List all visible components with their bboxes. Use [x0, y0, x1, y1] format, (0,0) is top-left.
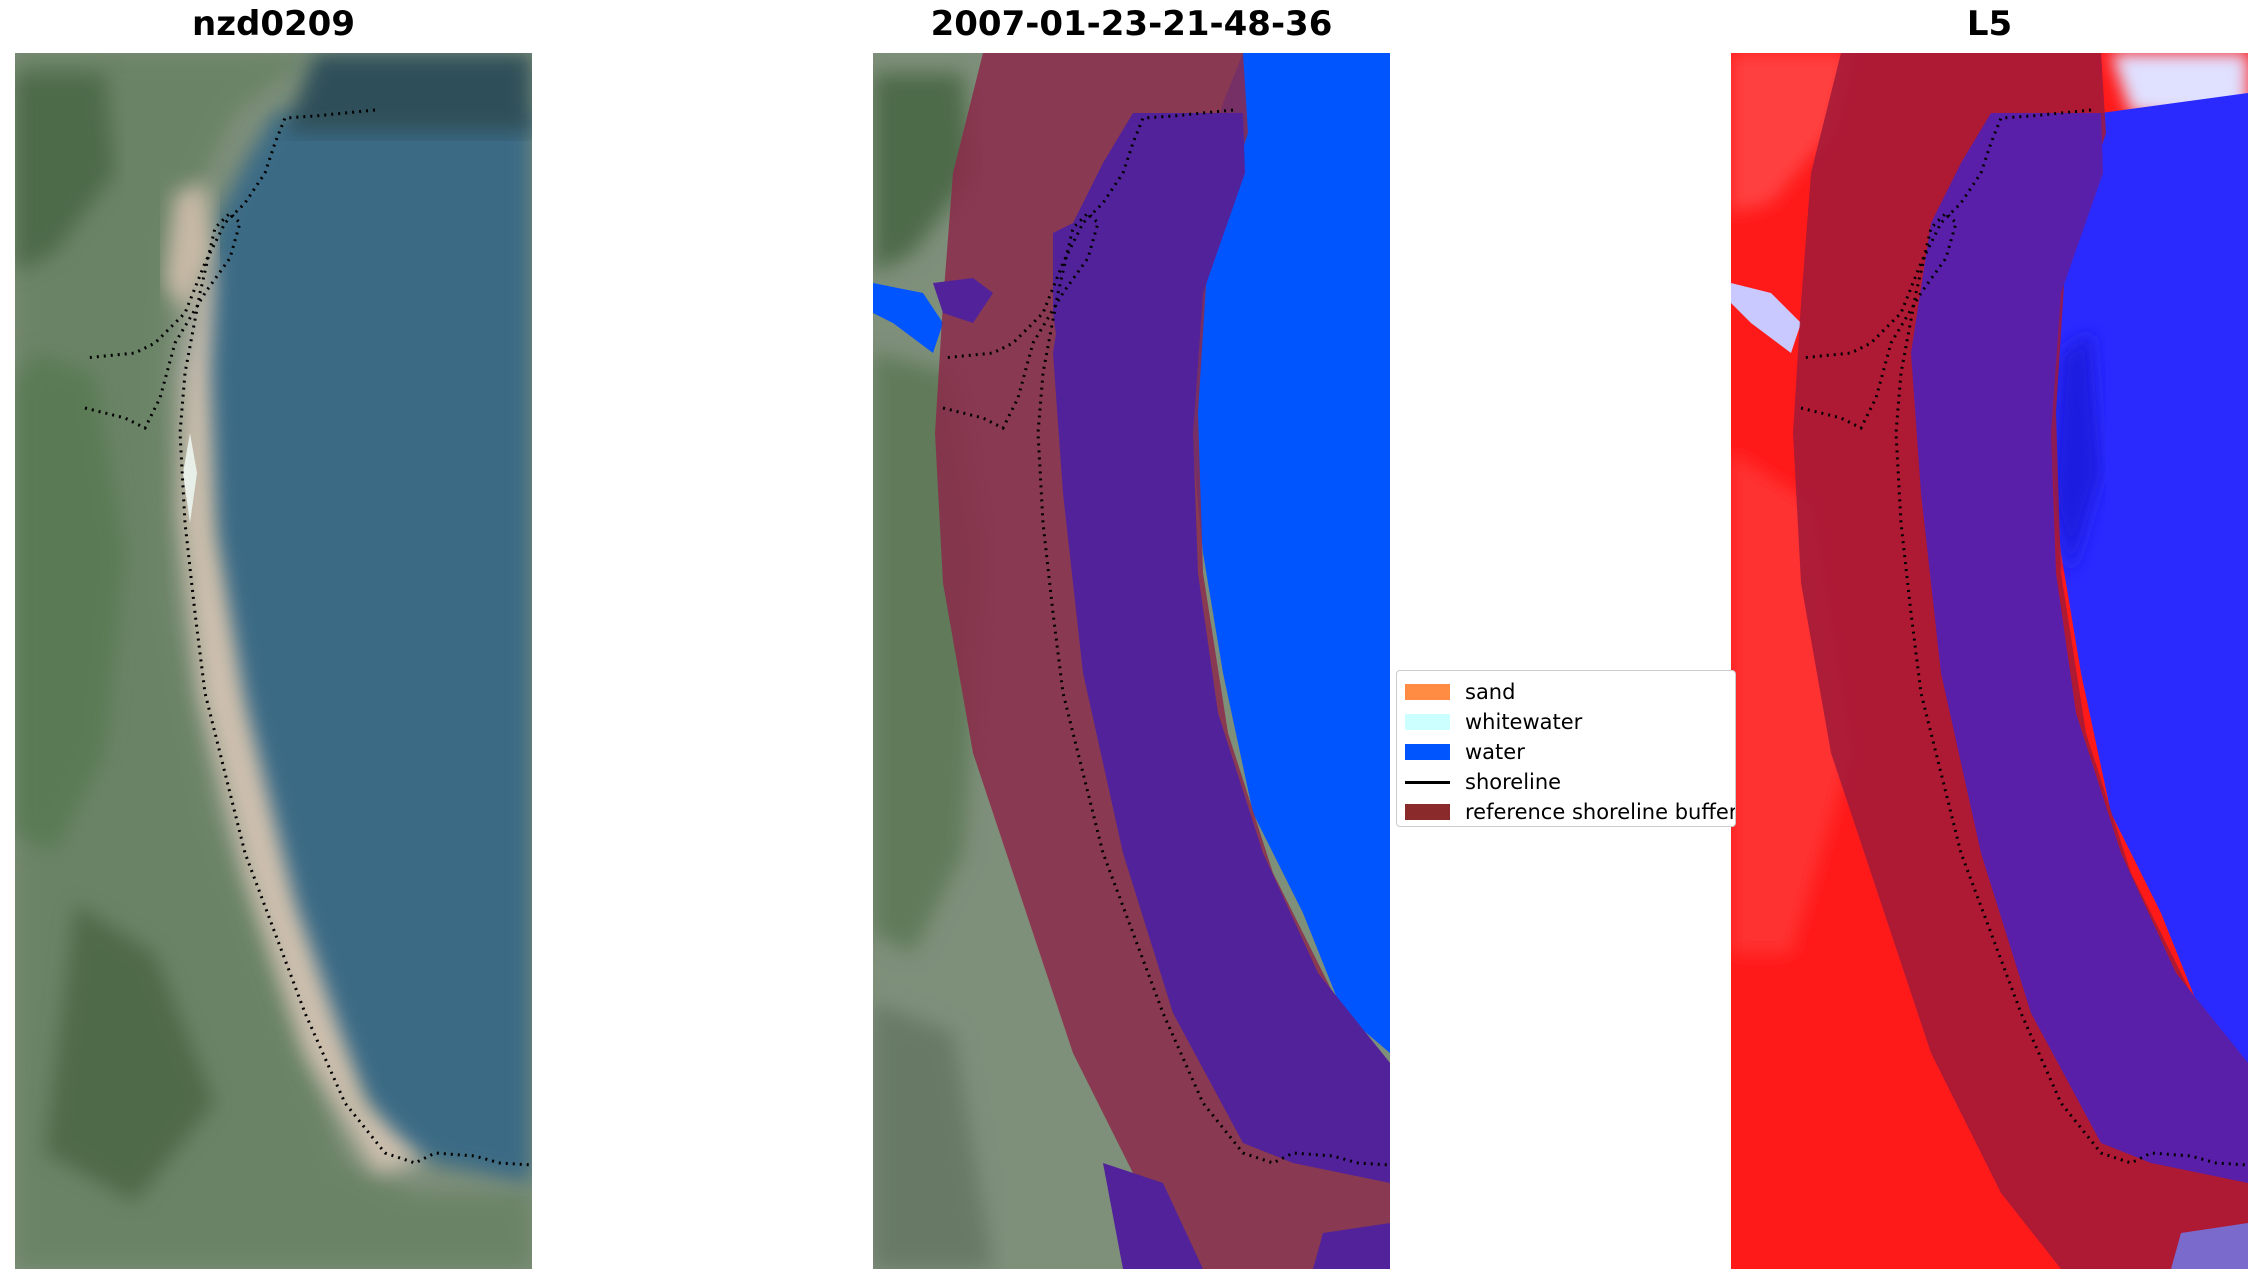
panel-title-rgb: nzd0209 — [192, 4, 355, 44]
legend-label-water: water — [1465, 740, 1525, 764]
water-swatch — [1405, 744, 1450, 760]
buffer-swatch — [1405, 804, 1450, 820]
legend-label-sand: sand — [1465, 680, 1516, 704]
whitewater-swatch — [1405, 714, 1450, 730]
legend-item-shoreline: shoreline — [1405, 768, 1561, 796]
sand-swatch — [1405, 684, 1450, 700]
rgb-image-panel — [15, 53, 532, 1269]
legend-item-water: water — [1405, 738, 1525, 766]
rgb-image — [15, 53, 532, 1269]
legend: sand whitewater water shoreline referenc… — [1396, 670, 1736, 827]
legend-item-sand: sand — [1405, 678, 1515, 706]
legend-item-whitewater: whitewater — [1405, 708, 1582, 736]
index-image — [1731, 53, 2248, 1269]
legend-label-buffer: reference shoreline buffer — [1465, 800, 1736, 824]
panel-title-index: L5 — [1966, 4, 2013, 44]
classified-image-panel — [873, 53, 1390, 1269]
shoreline-swatch — [1405, 780, 1450, 784]
legend-label-shoreline: shoreline — [1465, 770, 1562, 794]
legend-item-buffer: reference shoreline buffer — [1405, 798, 1736, 826]
index-image-panel — [1731, 53, 2248, 1269]
classified-image — [873, 53, 1390, 1269]
panel-title-classified: 2007-01-23-21-48-36 — [930, 4, 1333, 44]
legend-label-whitewater: whitewater — [1465, 710, 1583, 734]
